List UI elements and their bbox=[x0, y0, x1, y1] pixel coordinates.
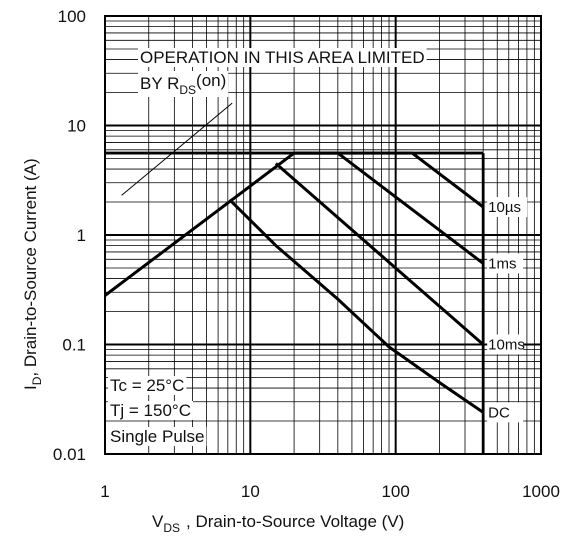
series-label-bg bbox=[487, 197, 528, 218]
annotation-line-2: BY RDS(on) bbox=[140, 71, 226, 97]
y-tick-label: 10 bbox=[67, 117, 86, 136]
annotation-line-1: OPERATION IN THIS AREA LIMITED bbox=[140, 48, 425, 67]
series-label-bg bbox=[487, 253, 524, 274]
x-axis-title-main: V bbox=[152, 512, 164, 531]
series-label: 1ms bbox=[488, 255, 516, 272]
annotation-bg bbox=[108, 401, 193, 420]
grid-major-lines bbox=[105, 16, 541, 454]
series-line-2 bbox=[274, 162, 485, 346]
series-label: 10µs bbox=[488, 199, 521, 216]
x-tick-label: 1 bbox=[100, 482, 109, 501]
x-tick-label: 1000 bbox=[522, 482, 560, 501]
series-label-bg bbox=[487, 334, 524, 355]
chart-marks bbox=[104, 102, 485, 454]
condition-tc: Tc = 25°C bbox=[110, 376, 184, 395]
series-line-3 bbox=[228, 198, 485, 414]
rds-on-limit-line bbox=[121, 102, 233, 196]
y-axis-title: ID, Drain-to-Source Current (A) bbox=[21, 158, 44, 390]
x-axis-title-rest: , Drain-to-Source Voltage (V) bbox=[186, 512, 404, 531]
series-label: 10ms bbox=[488, 337, 525, 354]
x-axis-title: VDS , Drain-to-Source Voltage (V) bbox=[152, 512, 404, 535]
annotation-bg bbox=[138, 71, 229, 97]
annotation-bg bbox=[138, 48, 427, 67]
y-axis-title-main: I bbox=[21, 385, 40, 390]
series-label: DC bbox=[488, 404, 510, 421]
condition-pulse: Single Pulse bbox=[110, 427, 205, 446]
annotation-bg bbox=[108, 427, 207, 446]
condition-tj: Tj = 150°C bbox=[110, 401, 191, 420]
annotation-rds-tail: (on) bbox=[196, 71, 226, 90]
series-label-bg bbox=[487, 402, 524, 423]
y-tick-label: 0.01 bbox=[53, 445, 86, 464]
chart-labels: 10µs 1ms 10ms DC 1 10 100 1000 100 10 1 0.1 0.01 bbox=[53, 7, 560, 501]
series-line-1 bbox=[104, 151, 485, 297]
y-axis-title-rest: , Drain-to-Source Current (A) bbox=[21, 158, 40, 376]
annotation-rds: BY R bbox=[140, 74, 179, 93]
y-tick-label: 1 bbox=[77, 226, 86, 245]
annotation-rds-sub: DS bbox=[179, 83, 196, 97]
y-tick-label: 0.1 bbox=[62, 336, 86, 355]
plot-frame bbox=[104, 15, 542, 455]
annotation-bg bbox=[108, 376, 187, 395]
y-tick-label: 100 bbox=[58, 7, 86, 26]
x-tick-label: 100 bbox=[381, 482, 409, 501]
x-axis-title-sub: DS bbox=[163, 521, 180, 535]
x-tick-label: 10 bbox=[241, 482, 260, 501]
y-axis-title-sub: D bbox=[30, 376, 44, 385]
